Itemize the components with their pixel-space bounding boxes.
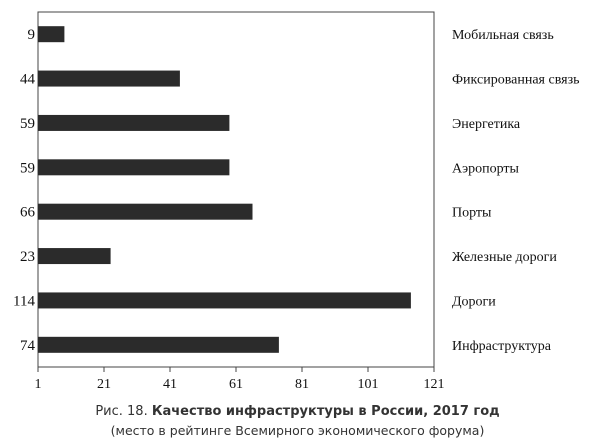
category-label: Порты xyxy=(452,206,492,221)
x-tick-label: 121 xyxy=(424,377,445,392)
bar xyxy=(38,70,180,87)
bar-chart: 9 44 59 59 66 23 114 74 Мобильная связь Фиксиров… xyxy=(13,11,579,392)
figure-caption: Рис. 18. Качество инфраструктуры в Росси… xyxy=(0,404,595,419)
value-label: 59 xyxy=(20,116,35,132)
caption-prefix: Рис. 18. xyxy=(95,404,148,419)
value-label: 114 xyxy=(13,293,35,309)
bar xyxy=(38,336,279,353)
x-tick-label: 41 xyxy=(163,377,177,392)
category-label: Фиксированная связь xyxy=(452,73,579,88)
bars-group xyxy=(38,26,411,353)
bar xyxy=(38,248,111,265)
category-labels-group: Мобильная связь Фиксированная связь Энерге… xyxy=(452,28,579,354)
bar xyxy=(38,26,65,43)
x-tick-label: 101 xyxy=(358,377,379,392)
x-tick-label: 1 xyxy=(35,377,42,392)
value-label: 23 xyxy=(20,249,35,265)
bar xyxy=(38,114,230,131)
category-label: Железные дороги xyxy=(452,250,557,265)
value-labels-group: 9 44 59 59 66 23 114 74 xyxy=(13,27,35,354)
value-label: 74 xyxy=(20,338,36,354)
x-tick-label: 21 xyxy=(97,377,111,392)
category-label: Мобильная связь xyxy=(452,28,554,43)
value-label: 9 xyxy=(28,27,36,43)
category-label: Энергетика xyxy=(452,117,521,132)
x-axis: 1 21 41 61 81 101 121 xyxy=(35,367,445,392)
category-label: Аэропорты xyxy=(452,161,520,176)
x-tick-label: 81 xyxy=(295,377,309,392)
bar xyxy=(38,292,411,309)
value-label: 44 xyxy=(20,72,36,88)
value-label: 66 xyxy=(20,205,36,221)
plot-frame xyxy=(37,11,435,368)
caption-subtitle: (место в рейтинге Всемирного экономическ… xyxy=(110,423,485,438)
x-tick-label: 61 xyxy=(229,377,243,392)
category-label: Инфраструктура xyxy=(452,339,552,354)
bar xyxy=(38,203,253,220)
category-label: Дороги xyxy=(452,294,496,309)
value-label: 59 xyxy=(20,160,35,176)
bar xyxy=(38,159,230,176)
caption-title: Качество инфраструктуры в России, 2017 г… xyxy=(151,404,500,419)
